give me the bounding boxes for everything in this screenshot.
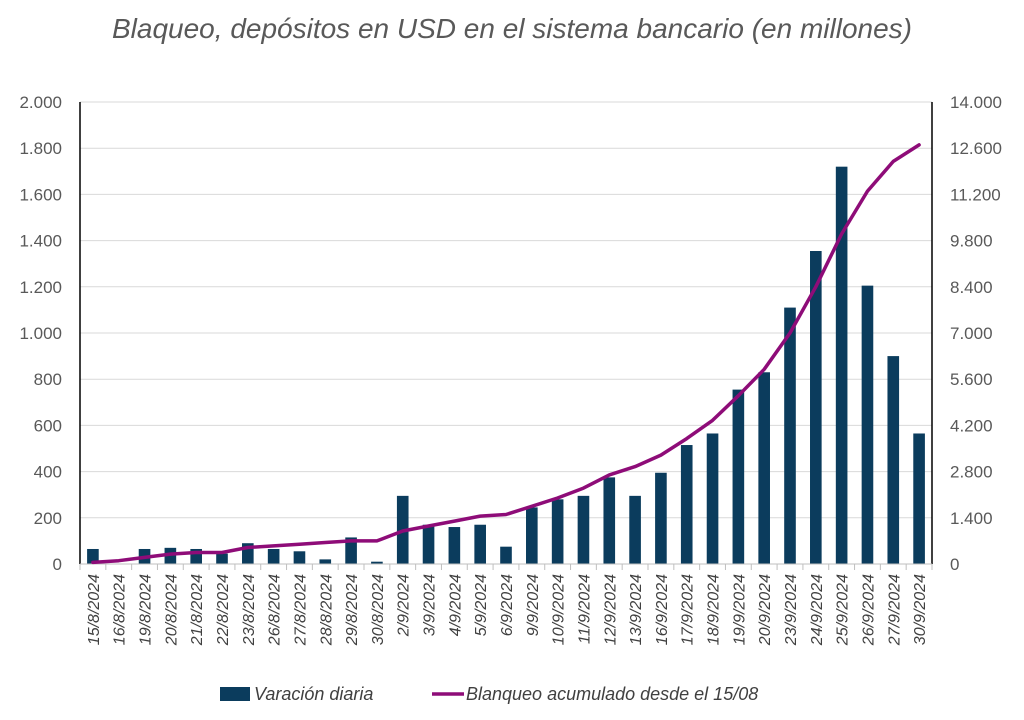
bar — [551, 499, 564, 564]
x-tick-label: 2/9/2024 — [396, 574, 413, 637]
x-tick-label: 27/9/2024 — [886, 574, 903, 646]
x-tick-label: 26/9/2024 — [860, 574, 877, 646]
x-tick-label: 13/9/2024 — [628, 574, 645, 645]
y-right-tick-label: 2.800 — [950, 463, 993, 482]
legend-bar-label: Varación diaria — [254, 684, 373, 704]
bar — [706, 433, 719, 564]
y-right-tick-label: 12.600 — [950, 139, 1002, 158]
xticks-layer: 15/8/2024 16/8/2024 19/8/2024 20/8/2024 21/8… — [86, 574, 929, 646]
bar — [680, 445, 693, 564]
x-tick-label: 21/8/2024 — [189, 574, 206, 646]
x-tick-label: 15/8/2024 — [86, 574, 103, 645]
y-left-tick-label: 1.400 — [19, 232, 62, 251]
x-tick-label: 6/9/2024 — [499, 574, 516, 636]
legend-layer: Varación diaria Blanqueo acumulado desde … — [220, 684, 758, 704]
bar — [732, 389, 745, 564]
legend-bar-swatch — [220, 687, 250, 701]
x-tick-label: 5/9/2024 — [473, 574, 490, 636]
bar — [422, 524, 435, 564]
bar — [887, 356, 900, 564]
ticks-layer: 0 200 400 600 800 1.000 1.200 1.400 1.600 1.800 2.… — [19, 93, 1002, 574]
bar — [861, 285, 874, 564]
bar — [655, 472, 667, 564]
bar — [758, 372, 770, 564]
bar — [629, 495, 641, 564]
x-tick-label: 26/8/2024 — [267, 574, 284, 646]
y-right-tick-label: 11.200 — [950, 185, 1001, 204]
bar — [190, 548, 202, 564]
x-tick-label: 9/9/2024 — [525, 574, 542, 636]
bar — [448, 527, 461, 564]
x-tick-label: 23/8/2024 — [241, 574, 258, 646]
x-tick-label: 18/9/2024 — [706, 574, 723, 645]
cumulative-line — [91, 143, 921, 565]
bar — [164, 547, 177, 564]
x-tick-label: 20/8/2024 — [163, 574, 180, 646]
y-right-tick-label: 7.000 — [950, 324, 993, 343]
x-tick-label: 19/9/2024 — [731, 574, 748, 645]
y-left-tick-label: 800 — [34, 370, 62, 389]
chart-title: Blaqueo, depósitos en USD en el sistema … — [112, 13, 912, 44]
x-tick-label: 25/9/2024 — [835, 574, 852, 646]
y-right-tick-label: 9.800 — [950, 232, 993, 251]
x-tick-label: 16/8/2024 — [112, 574, 129, 645]
x-tick-label: 3/9/2024 — [422, 574, 439, 636]
bars-layer — [87, 166, 925, 564]
x-tick-label: 12/9/2024 — [602, 574, 619, 645]
x-tick-label: 27/8/2024 — [292, 574, 309, 646]
bar — [345, 537, 357, 564]
line-layer — [91, 143, 921, 565]
y-left-tick-label: 1.200 — [19, 278, 62, 297]
bar — [500, 546, 512, 564]
y-right-tick-label: 5.600 — [950, 370, 993, 389]
y-left-tick-label: 1.800 — [19, 139, 62, 158]
y-left-tick-label: 1.600 — [19, 185, 62, 204]
y-left-tick-label: 0 — [53, 555, 62, 574]
x-tick-label: 19/8/2024 — [138, 574, 155, 645]
bar — [810, 250, 822, 564]
bar — [267, 548, 280, 564]
x-tick-label: 30/9/2024 — [912, 574, 929, 645]
bar — [87, 548, 99, 564]
y-left-tick-label: 2.000 — [19, 93, 62, 112]
y-right-tick-label: 14.000 — [950, 93, 1002, 112]
bar — [835, 166, 848, 564]
x-tick-label: 29/8/2024 — [344, 574, 361, 646]
y-right-tick-label: 0 — [950, 555, 959, 574]
y-right-tick-label: 4.200 — [950, 416, 993, 435]
grid-layer — [80, 101, 932, 519]
x-tick-label: 30/8/2024 — [370, 574, 387, 645]
x-tick-label: 4/9/2024 — [447, 574, 464, 636]
x-tick-label: 10/9/2024 — [551, 574, 568, 645]
bar — [216, 553, 228, 564]
x-tick-label: 24/9/2024 — [809, 574, 826, 646]
bar — [603, 477, 616, 564]
bar — [293, 551, 306, 564]
bar — [784, 307, 796, 564]
x-tick-label: 28/8/2024 — [318, 574, 335, 646]
y-right-tick-label: 8.400 — [950, 278, 993, 297]
axes-layer — [79, 102, 933, 570]
x-tick-label: 16/9/2024 — [654, 574, 671, 645]
bar — [913, 433, 925, 564]
y-left-tick-label: 400 — [34, 463, 62, 482]
legend-line-label: Blanqueo acumulado desde el 15/08 — [466, 684, 758, 704]
bar — [474, 524, 486, 564]
bar — [242, 543, 254, 564]
x-tick-label: 17/9/2024 — [680, 574, 697, 645]
y-left-tick-label: 1.000 — [19, 324, 62, 343]
x-tick-label: 22/8/2024 — [215, 574, 232, 646]
y-left-tick-label: 600 — [34, 416, 62, 435]
bar — [371, 561, 383, 564]
y-left-tick-label: 200 — [34, 509, 62, 528]
x-tick-label: 11/9/2024 — [576, 574, 593, 644]
x-tick-label: 23/9/2024 — [783, 574, 800, 646]
bar — [319, 559, 332, 564]
bar — [526, 507, 538, 564]
bar — [577, 495, 590, 564]
x-tick-label: 20/9/2024 — [757, 574, 774, 646]
y-right-tick-label: 1.400 — [950, 509, 993, 528]
